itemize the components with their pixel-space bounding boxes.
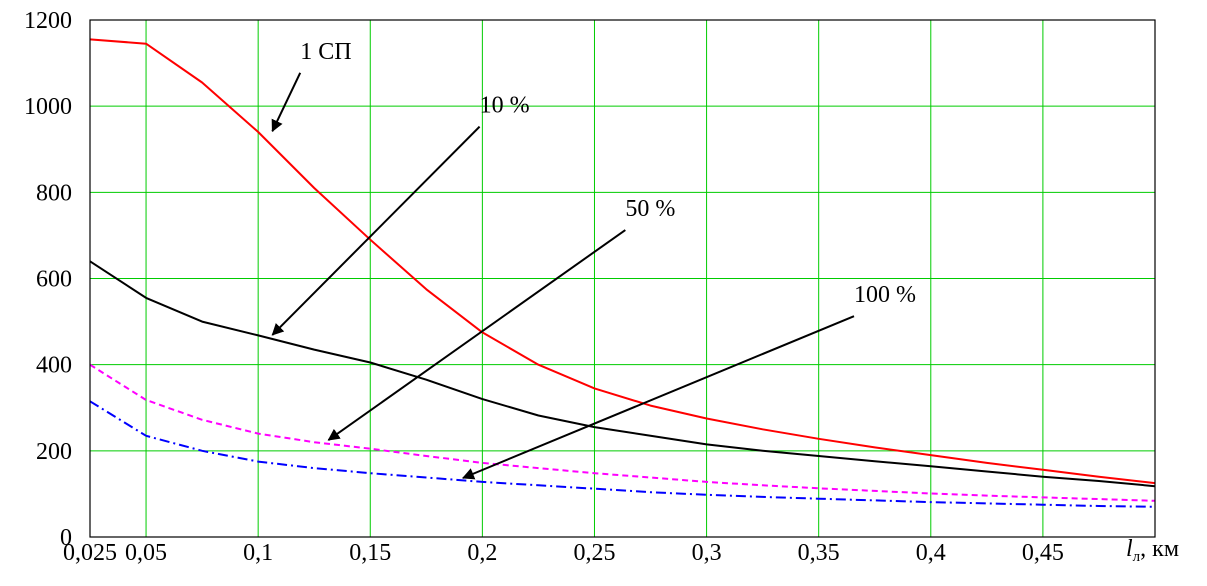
y-tick-label: 1000 (24, 94, 72, 120)
x-tick-label: 0,4 (916, 540, 946, 566)
series-line (89, 363, 1156, 502)
x-tick-label: 0,45 (1022, 540, 1064, 566)
x-tick-label: 0,3 (692, 540, 722, 566)
y-tick-labels: 0 200 400 600 800 1000 1200 (24, 8, 72, 551)
x-tick-label: 0,25 (573, 540, 615, 566)
x-tick-label: 0,15 (349, 540, 391, 566)
annotation-label: 100 % (854, 282, 916, 308)
y-tick-label: 1200 (24, 8, 72, 34)
annotation-arrow (462, 315, 855, 480)
y-tick-label: 800 (36, 180, 72, 206)
annotation-arrow (271, 125, 481, 336)
plot-frame (89, 19, 1156, 538)
annotation-label: 50 % (625, 196, 675, 222)
series-line (89, 38, 1156, 485)
x-tick-label: 0,025 (63, 540, 117, 566)
x-tick-label: 0,1 (243, 540, 273, 566)
x-tick-label: 0,35 (798, 540, 840, 566)
annotation-label: 1 СП (300, 39, 351, 65)
x-tick-label: 0,05 (125, 540, 167, 566)
y-tick-label: 600 (36, 267, 72, 293)
x-axis-label-unit: , км (1140, 536, 1179, 562)
y-tick-label: 0 (60, 525, 72, 551)
series-line (89, 400, 1156, 508)
y-tick-label: 400 (36, 353, 72, 379)
y-tick-label: 200 (36, 439, 72, 465)
series-group (89, 38, 1156, 508)
x-axis-label: lл, км (1126, 536, 1179, 565)
annotation-arrow (271, 72, 302, 133)
annotation-label: 10 % (480, 93, 530, 119)
x-tick-label: 0,2 (467, 540, 497, 566)
x-axis-label-symbol: l (1126, 536, 1133, 562)
x-tick-labels: 0,025 0,05 0,1 0,15 0,2 0,25 0,3 0,35 0,4 0,45 (63, 540, 1064, 566)
series-line (89, 260, 1156, 488)
grid (90, 19, 1155, 537)
annotations: 1 СП 10 % 50 % 100 % (271, 39, 916, 480)
x-axis-label-subscript: л (1133, 549, 1141, 565)
annotation-arrow (327, 229, 626, 441)
